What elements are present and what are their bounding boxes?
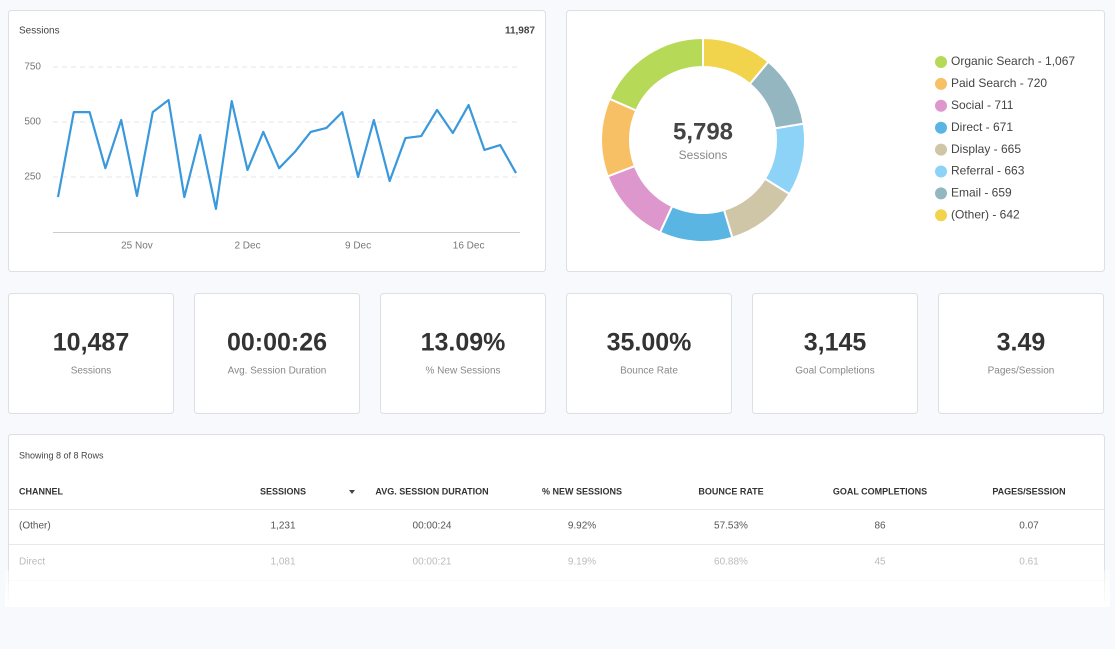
x-tick-label: 25 Nov [121,241,153,252]
table-cell: 9.92% [568,521,596,532]
kpi-value: 3.49 [997,329,1046,357]
table-cell: 9.19% [568,557,596,568]
table-cell: 0.61 [1019,557,1039,568]
kpi-label: % New Sessions [425,366,500,377]
kpi-value: 3,145 [804,329,867,357]
donut-card [566,10,1105,272]
legend-label: Referral - 663 [951,164,1025,178]
kpi-card [566,293,732,414]
page-footer-bg [0,607,1115,649]
table-cell: 60.88% [714,557,748,568]
legend-label: Social - 711 [951,98,1014,112]
legend-label: Display - 665 [951,142,1021,156]
legend-swatch [935,209,947,222]
y-tick-label: 250 [24,172,41,183]
donut-slice [702,36,770,86]
legend-swatch [935,121,947,134]
legend-swatch [935,187,947,200]
donut-center-value: 5,798 [673,118,733,145]
column-header: AVG. SESSION DURATION [375,486,488,496]
kpi-card [752,293,918,414]
line-title: Sessions [19,26,60,37]
table-cell: Direct [19,557,45,568]
column-header: SESSIONS [260,486,306,496]
y-tick-label: 500 [24,117,41,128]
donut-center-label: Sessions [679,148,728,162]
kpi-value: 00:00:26 [227,329,327,357]
line-card [8,10,546,272]
x-tick-label: 9 Dec [345,241,371,252]
kpi-label: Pages/Session [988,366,1055,377]
kpi-label: Bounce Rate [620,366,678,377]
column-header: CHANNEL [19,486,64,496]
line-total: 11,987 [505,26,535,37]
table-cell: 00:00:24 [413,521,452,532]
kpi-card [8,293,174,414]
legend-label: Paid Search - 720 [951,76,1047,90]
kpi-value: 35.00% [607,329,692,357]
kpi-card [938,293,1104,414]
legend-swatch [935,99,947,112]
kpi-card [194,293,360,414]
legend-label: (Other) - 642 [951,207,1020,221]
table-caption: Showing 8 of 8 Rows [19,450,104,460]
legend-swatch [935,165,947,178]
kpi-value: 13.09% [421,329,506,357]
table-cell: 45 [874,557,886,568]
table-cell: 1,231 [270,521,295,532]
table-cell: 00:00:21 [413,557,452,568]
column-header: GOAL COMPLETIONS [833,486,927,496]
y-tick-label: 750 [24,62,41,73]
legend-swatch [935,143,947,156]
legend-swatch [935,77,947,90]
kpi-label: Goal Completions [795,366,874,377]
x-tick-label: 16 Dec [453,241,485,252]
legend-label: Organic Search - 1,067 [951,54,1075,68]
sort-arrow[interactable] [349,490,355,494]
kpi-label: Avg. Session Duration [228,366,327,377]
table-fade [5,570,1110,607]
table-cell: (Other) [19,521,51,532]
column-header: % NEW SESSIONS [542,486,622,496]
line-series [56,98,517,210]
table-cell: 86 [874,521,886,532]
kpi-label: Sessions [71,366,112,377]
table-cell: 0.07 [1019,521,1039,532]
kpi-card [380,293,546,414]
kpi-value: 10,487 [53,329,129,357]
column-header: BOUNCE RATE [698,486,763,496]
table-cell: 57.53% [714,521,748,532]
table-cell: 1,081 [270,557,295,568]
legend-label: Direct - 671 [951,120,1013,134]
x-tick-label: 2 Dec [234,241,260,252]
legend-label: Email - 659 [951,186,1012,200]
legend-swatch [935,56,947,68]
column-header: PAGES/SESSION [992,486,1065,496]
